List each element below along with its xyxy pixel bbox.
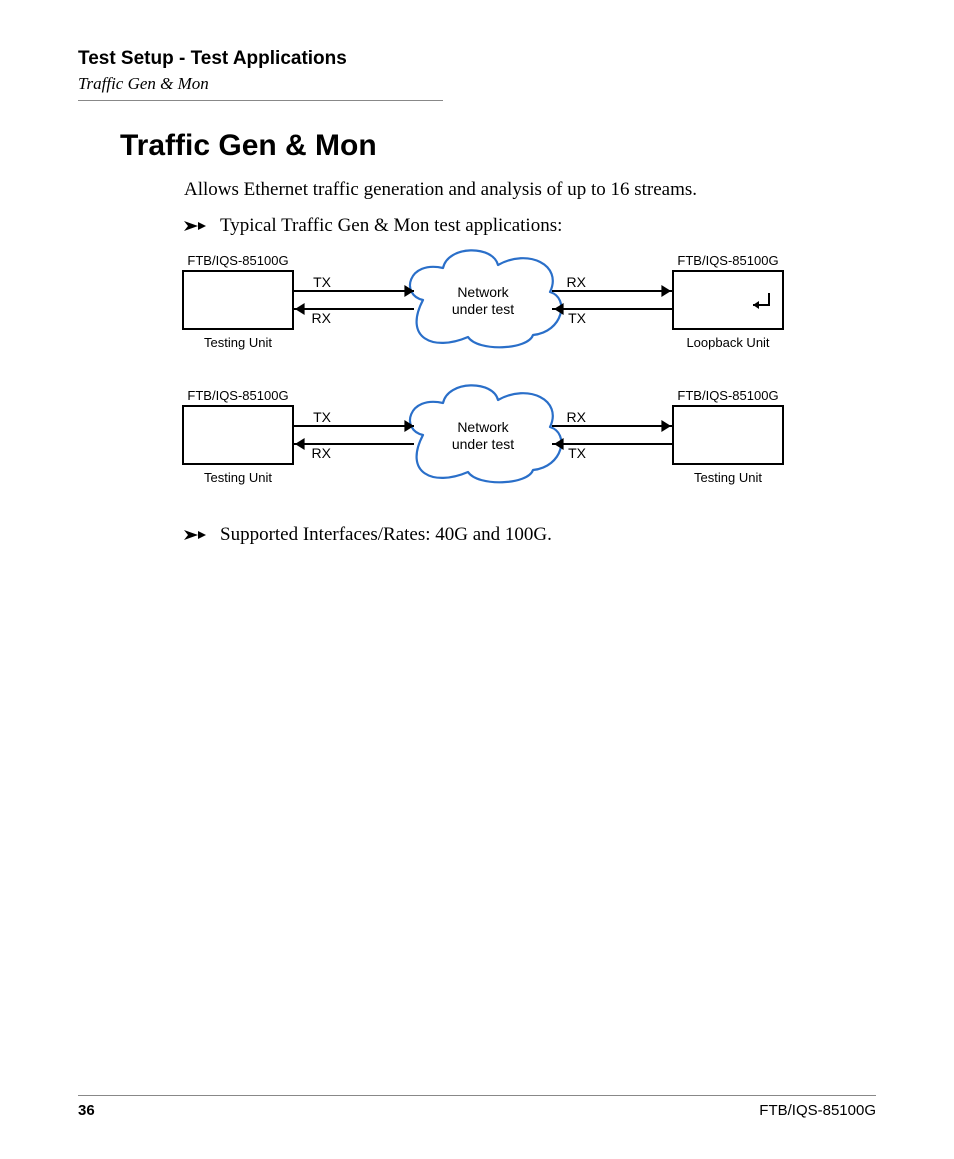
svg-text:RX: RX	[567, 409, 587, 425]
footer-rule	[78, 1095, 876, 1096]
diagram-container: FTB/IQS-85100G FTB/IQS-85100G Testing Unit…	[173, 249, 876, 514]
svg-text:Testing Unit: Testing Unit	[204, 335, 272, 350]
svg-text:Network: Network	[457, 419, 509, 435]
page-header-title: Test Setup - Test Applications	[78, 48, 876, 70]
svg-text:FTB/IQS-85100G: FTB/IQS-85100G	[677, 253, 778, 268]
bullet-1: Typical Traffic Gen & Mon test applicati…	[184, 215, 876, 237]
svg-text:Loopback Unit: Loopback Unit	[686, 335, 769, 350]
header-rule	[78, 100, 443, 101]
svg-text:TX: TX	[568, 310, 587, 326]
svg-text:FTB/IQS-85100G: FTB/IQS-85100G	[187, 388, 288, 403]
bullet-arrow-icon	[184, 219, 206, 233]
svg-text:Testing Unit: Testing Unit	[204, 470, 272, 485]
svg-text:FTB/IQS-85100G: FTB/IQS-85100G	[677, 388, 778, 403]
bullet-arrow-icon	[184, 528, 206, 542]
svg-text:RX: RX	[567, 274, 587, 290]
page-footer: 36 FTB/IQS-85100G	[78, 1095, 876, 1119]
svg-text:Network: Network	[457, 284, 509, 300]
bullet-2: Supported Interfaces/Rates: 40G and 100G…	[184, 524, 876, 546]
page-header-subtitle: Traffic Gen & Mon	[78, 74, 876, 94]
svg-text:under test: under test	[452, 436, 514, 452]
svg-text:RX: RX	[312, 445, 332, 461]
footer-model: FTB/IQS-85100G	[759, 1102, 876, 1119]
page-number: 36	[78, 1102, 95, 1119]
svg-text:RX: RX	[312, 310, 332, 326]
section-title: Traffic Gen & Mon	[120, 129, 876, 163]
network-diagram: FTB/IQS-85100G FTB/IQS-85100G Testing Unit…	[173, 249, 803, 509]
svg-text:FTB/IQS-85100G: FTB/IQS-85100G	[187, 253, 288, 268]
svg-text:TX: TX	[313, 274, 332, 290]
svg-text:under test: under test	[452, 301, 514, 317]
bullet-1-text: Typical Traffic Gen & Mon test applicati…	[220, 215, 562, 237]
svg-text:TX: TX	[313, 409, 332, 425]
svg-text:TX: TX	[568, 445, 587, 461]
section-intro: Allows Ethernet traffic generation and a…	[184, 179, 876, 201]
svg-text:Testing Unit: Testing Unit	[694, 470, 762, 485]
bullet-2-text: Supported Interfaces/Rates: 40G and 100G…	[220, 524, 552, 546]
